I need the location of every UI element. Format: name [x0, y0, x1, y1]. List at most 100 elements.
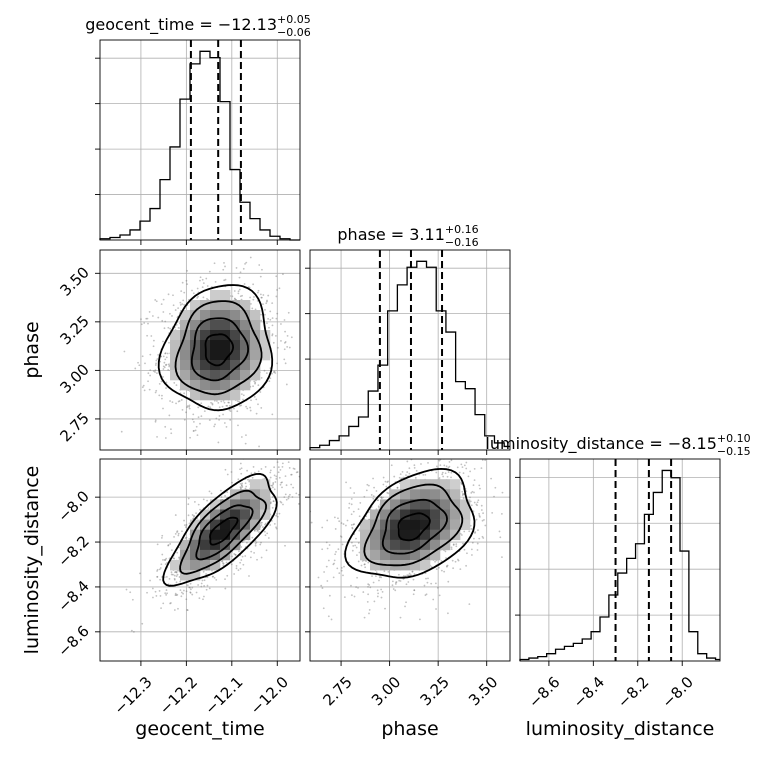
sample-point	[164, 563, 167, 566]
sample-point	[313, 323, 315, 325]
sample-point	[269, 471, 272, 474]
density-cell	[210, 529, 221, 541]
sample-point	[275, 477, 278, 480]
sample-point	[144, 362, 146, 365]
sample-point	[275, 317, 278, 320]
density-cell	[170, 350, 181, 361]
sample-point	[474, 531, 477, 533]
x-tick-label: −12.2	[156, 673, 201, 718]
sample-point	[123, 350, 126, 353]
sample-point	[476, 542, 479, 545]
sample-point	[165, 387, 167, 389]
sample-point	[214, 423, 216, 426]
sample-point	[239, 404, 241, 407]
sample-point	[470, 548, 473, 551]
density-cell	[250, 499, 261, 510]
sample-point	[478, 513, 481, 515]
sample-point	[273, 474, 276, 477]
histogram-bar	[636, 544, 645, 661]
x-tick-label: −8.4	[570, 673, 608, 711]
density-cell	[230, 499, 241, 510]
sample-point	[480, 509, 483, 511]
sample-point	[269, 318, 272, 321]
sample-point	[438, 566, 440, 569]
sample-point	[240, 472, 243, 475]
sample-point	[192, 292, 195, 295]
sample-point	[420, 463, 422, 465]
sample-point	[224, 265, 226, 268]
sample-point	[181, 303, 184, 305]
sample-point	[271, 334, 274, 337]
histogram-bar	[200, 51, 210, 240]
sample-point	[183, 291, 186, 294]
sample-point	[479, 516, 481, 518]
sample-point	[200, 415, 203, 418]
sample-point	[170, 602, 172, 604]
sample-point	[469, 500, 472, 503]
sample-point	[401, 470, 404, 473]
histogram-bar	[538, 657, 547, 661]
sample-point	[407, 452, 409, 454]
sample-point	[207, 507, 210, 510]
density-cell	[260, 350, 271, 361]
sample-point	[227, 401, 230, 404]
title-lower-error: −0.06	[277, 26, 311, 39]
density-cell	[170, 330, 181, 341]
sample-point	[413, 573, 416, 575]
sample-point	[373, 486, 375, 489]
sample-point	[250, 472, 253, 475]
sample-point	[473, 491, 475, 494]
sample-point	[237, 478, 240, 481]
sample-point	[391, 584, 394, 587]
sample-point	[194, 429, 197, 432]
sample-point	[181, 281, 184, 284]
sample-point	[323, 571, 326, 573]
sample-point	[170, 571, 173, 574]
sample-point	[246, 407, 249, 410]
sample-point	[217, 441, 220, 444]
sample-point	[186, 584, 189, 587]
sample-point	[501, 556, 503, 559]
sample-point	[195, 425, 198, 428]
sample-point	[340, 566, 343, 569]
sample-point	[278, 476, 281, 479]
sample-point	[457, 558, 459, 561]
sample-point	[154, 419, 157, 422]
sample-point	[450, 459, 453, 462]
sample-point	[307, 550, 309, 552]
sample-point	[356, 554, 358, 557]
sample-point	[162, 375, 164, 378]
sample-point	[262, 303, 264, 306]
sample-point	[480, 504, 483, 507]
sample-point	[169, 312, 171, 315]
sample-point	[256, 530, 259, 532]
sample-point	[188, 407, 191, 410]
density-cell	[210, 340, 221, 351]
density-cell	[190, 519, 201, 530]
sample-point	[249, 256, 252, 259]
density-cell	[220, 290, 231, 301]
density-cell	[390, 499, 401, 510]
sample-point	[176, 593, 179, 596]
sample-point	[254, 381, 257, 384]
density-cell	[400, 529, 411, 541]
sample-point	[211, 575, 214, 578]
histogram-bar	[653, 492, 662, 661]
density-cell	[210, 320, 221, 331]
sample-point	[222, 564, 225, 567]
sample-point	[161, 534, 164, 537]
sample-point	[473, 537, 475, 540]
histogram-bar	[698, 654, 707, 661]
sample-point	[266, 299, 268, 302]
sample-point	[176, 573, 179, 576]
density-cell	[230, 509, 241, 520]
sample-point	[291, 496, 294, 498]
sample-point	[184, 526, 187, 528]
sample-point	[468, 603, 471, 605]
sample-point	[479, 487, 481, 490]
sample-point	[276, 461, 279, 463]
x-tick-label: 3.25	[417, 673, 453, 709]
sample-point	[283, 319, 286, 321]
sample-point	[269, 501, 272, 504]
density-cell	[390, 519, 401, 530]
